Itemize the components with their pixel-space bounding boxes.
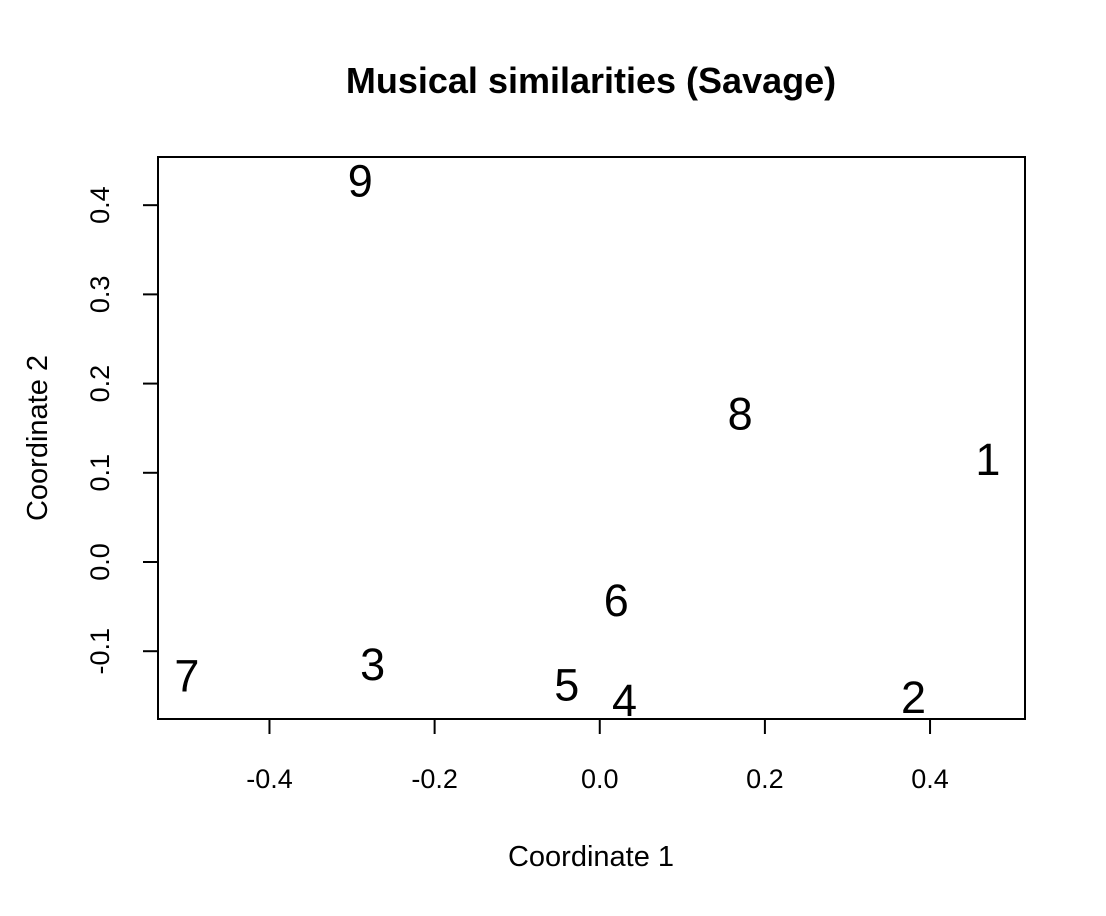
data-point-1: 1 <box>975 434 1000 485</box>
data-points: 1 2 3 456 7 8 9 <box>174 156 1000 726</box>
y-tick-label-0: -0.1 <box>85 628 115 675</box>
data-point-6: 6 <box>604 575 629 626</box>
data-point-4: 4 <box>612 675 637 726</box>
data-point-8: 8 <box>728 388 753 439</box>
y-tick-label-4: 0.3 <box>85 276 115 314</box>
x-tick-label-4: 0.4 <box>911 764 949 794</box>
plot-frame <box>157 156 1026 720</box>
y-tick-label-1: 0.0 <box>85 543 115 581</box>
y-axis-label: Coordinate 2 <box>22 355 54 521</box>
chart-title: Musical similarities (Savage) <box>346 60 836 101</box>
x-tick-label-0: -0.4 <box>246 764 293 794</box>
data-point-9: 9 <box>348 156 373 207</box>
data-point-2: 2 <box>901 672 926 723</box>
y-tick-label-3: 0.2 <box>85 365 115 403</box>
x-tick-label-1: -0.2 <box>411 764 458 794</box>
x-axis-label: Coordinate 1 <box>508 841 674 873</box>
x-axis: -0.4 -0.2 0.0 0.2 0.4 <box>246 719 949 794</box>
data-point-5: 5 <box>554 660 579 711</box>
data-point-7: 7 <box>174 651 199 702</box>
x-tick-label-2: 0.0 <box>581 764 619 794</box>
y-tick-label-2: 0.1 <box>85 454 115 492</box>
x-tick-label-3: 0.2 <box>746 764 784 794</box>
data-point-3: 3 <box>360 639 385 690</box>
y-tick-label-5: 0.4 <box>85 186 115 224</box>
y-axis: -0.1 0.0 0.1 0.2 0.3 0.4 <box>85 186 158 674</box>
